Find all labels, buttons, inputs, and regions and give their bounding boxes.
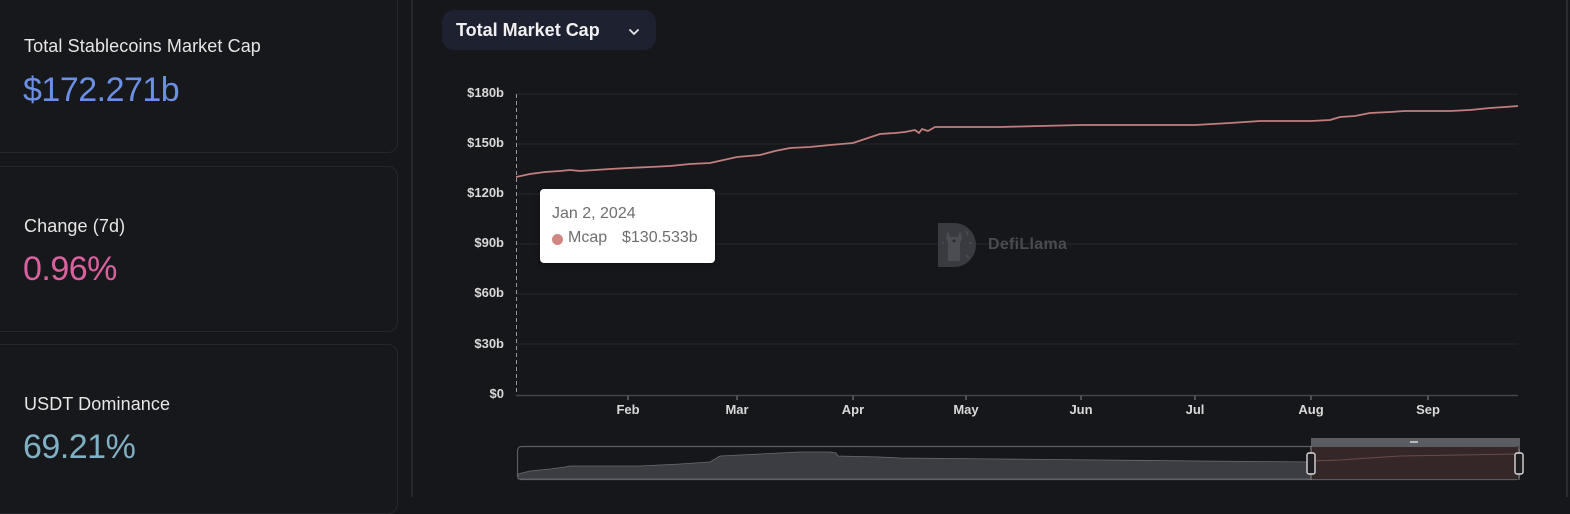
- x-tick-may: May: [953, 402, 979, 417]
- tooltip-series-name: Mcap: [568, 229, 608, 246]
- stat-card-usdt-dominance: USDT Dominance 69.21%: [0, 344, 398, 514]
- mcap-line: [515, 105, 1519, 178]
- y-tick-90: $90b: [474, 235, 504, 250]
- defillama-watermark-text: DefiLlama: [988, 236, 1068, 253]
- stat-card-total-mcap: Total Stablecoins Market Cap $172.271b: [0, 0, 398, 153]
- navigator-selected-range: [1311, 447, 1519, 479]
- defillama-watermark: DefiLlama: [936, 221, 1067, 269]
- x-tick-feb: Feb: [616, 402, 640, 417]
- x-tick-sep: Sep: [1416, 402, 1440, 417]
- tooltip-value: $130.533b: [622, 229, 698, 246]
- chart-tooltip: Jan 2, 2024 Mcap $130.533b: [540, 189, 715, 263]
- total-mcap-label: Total Stablecoins Market Cap: [24, 36, 261, 56]
- usdt-dominance-label: USDT Dominance: [24, 394, 171, 414]
- x-tick-mar: Mar: [725, 402, 749, 417]
- y-tick-60: $60b: [474, 285, 504, 300]
- x-axis-ticks: [627, 396, 1429, 400]
- y-tick-120: $120b: [467, 185, 504, 200]
- chevron-down-icon: [628, 24, 640, 42]
- y-tick-180: $180b: [467, 85, 504, 100]
- navigator-area: [517, 451, 1312, 480]
- navigator-handle-left[interactable]: [1306, 452, 1316, 475]
- chart-plot-area[interactable]: [0, 0, 1570, 497]
- navigator-handle-right[interactable]: [1514, 452, 1524, 475]
- total-mcap-value: $172.271b: [23, 71, 180, 109]
- tooltip-date: Jan 2, 2024: [552, 205, 636, 222]
- defillama-logo-icon: [936, 221, 978, 269]
- x-tick-aug: Aug: [1298, 402, 1324, 417]
- y-tick-0: $0: [489, 386, 504, 401]
- change-7d-label: Change (7d): [24, 216, 126, 236]
- x-tick-jul: Jul: [1185, 402, 1205, 417]
- change-7d-value: 0.96%: [23, 250, 117, 288]
- y-tick-150: $150b: [467, 135, 504, 150]
- chart-type-dropdown[interactable]: Total Market Cap: [442, 10, 656, 50]
- y-tick-30: $30b: [474, 336, 504, 351]
- stat-card-change-7d: Change (7d) 0.96%: [0, 166, 398, 332]
- series-dot-icon: [552, 234, 563, 245]
- range-navigator[interactable]: [516, 438, 1524, 481]
- x-tick-apr: Apr: [841, 402, 865, 417]
- x-tick-jun: Jun: [1069, 402, 1093, 417]
- panel-divider: [411, 0, 413, 497]
- chart-type-label: Total Market Cap: [456, 19, 600, 40]
- usdt-dominance-value: 69.21%: [23, 428, 136, 466]
- panel-right-border: [1566, 0, 1568, 497]
